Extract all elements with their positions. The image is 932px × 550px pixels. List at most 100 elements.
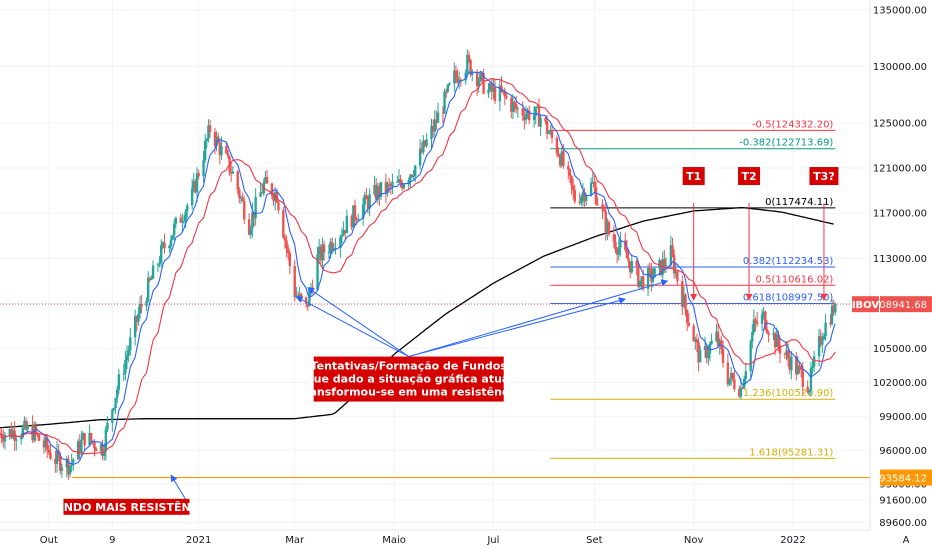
candle-body bbox=[537, 106, 541, 127]
candle-body bbox=[751, 332, 754, 342]
candle-body bbox=[8, 429, 11, 435]
candle-body bbox=[158, 263, 161, 265]
candle-body bbox=[103, 451, 106, 456]
candle-body bbox=[510, 98, 513, 112]
candle-body bbox=[467, 54, 471, 60]
candle-body bbox=[581, 192, 585, 197]
candle-body bbox=[352, 205, 355, 228]
candle-body bbox=[355, 219, 358, 221]
candle-body bbox=[36, 433, 39, 435]
candle-body bbox=[239, 197, 243, 199]
candle-body bbox=[448, 83, 451, 85]
candle-body bbox=[252, 212, 256, 219]
candle-body bbox=[433, 119, 436, 132]
candle-body bbox=[755, 321, 759, 324]
candle-body bbox=[205, 139, 209, 142]
candle-body bbox=[627, 258, 630, 262]
candle-body bbox=[238, 189, 241, 198]
candle-body bbox=[583, 192, 586, 202]
target-label: T1 bbox=[686, 170, 701, 183]
candle-body bbox=[664, 265, 668, 267]
candle-body bbox=[243, 200, 246, 220]
funds-box-line: Que dado a situação gráfica atual bbox=[304, 373, 513, 386]
candle-body bbox=[387, 183, 391, 185]
candle-body bbox=[137, 313, 140, 322]
candle-body bbox=[122, 373, 125, 375]
candle-body bbox=[459, 79, 463, 81]
candle-body bbox=[339, 236, 342, 249]
time-tick-label: 2022 bbox=[780, 535, 805, 546]
candle-body bbox=[798, 365, 801, 368]
candle-body bbox=[685, 309, 689, 323]
candle-body bbox=[151, 265, 155, 279]
candle-body bbox=[562, 151, 565, 166]
target-marker: T1 bbox=[682, 167, 705, 186]
candle-body bbox=[617, 247, 620, 255]
current-price-value: 108941.68 bbox=[873, 300, 927, 311]
funds-arrow bbox=[408, 279, 669, 358]
candle-body bbox=[384, 182, 388, 194]
candle-body bbox=[638, 280, 642, 287]
candle-body bbox=[762, 311, 765, 315]
candle-body bbox=[329, 241, 332, 253]
candle-body bbox=[386, 183, 389, 194]
fib-level-label: 0(117474.11) bbox=[765, 197, 833, 208]
candle-body bbox=[692, 325, 695, 342]
candle-body bbox=[114, 397, 117, 408]
price-tick-label: 96000.00 bbox=[879, 446, 927, 457]
candle-body bbox=[765, 328, 769, 333]
candle-body bbox=[733, 379, 736, 390]
time-tick-label: 9 bbox=[109, 535, 115, 546]
candle-body bbox=[694, 339, 697, 342]
candle-body bbox=[708, 343, 712, 354]
time-tick-label: 2021 bbox=[186, 535, 211, 546]
candle-body bbox=[567, 165, 570, 170]
candle-body bbox=[671, 245, 674, 256]
candle-body bbox=[754, 319, 757, 322]
candle-body bbox=[783, 353, 787, 355]
candle-body bbox=[135, 316, 138, 322]
price-axis[interactable]: 135000.00 130000.00 125000.00 121000.00 1170… bbox=[869, 0, 932, 530]
candle-body bbox=[591, 182, 594, 184]
candle-body bbox=[60, 467, 64, 471]
candle-body bbox=[184, 211, 187, 221]
candle-body bbox=[317, 247, 321, 255]
time-tick-label: Maio bbox=[382, 535, 406, 546]
candle-body bbox=[133, 316, 137, 338]
fib-level-label: 0.382(112234.53) bbox=[743, 256, 834, 267]
candle-body bbox=[625, 249, 629, 259]
candle-body bbox=[457, 79, 461, 83]
candle-body bbox=[571, 185, 575, 191]
candle-body bbox=[202, 160, 205, 177]
candle-body bbox=[179, 217, 182, 223]
candle-body bbox=[684, 294, 687, 310]
candle-body bbox=[819, 336, 822, 345]
candle-body bbox=[21, 427, 24, 438]
candle-body bbox=[601, 204, 604, 210]
candle-body bbox=[490, 83, 493, 92]
candle-body bbox=[330, 241, 334, 251]
candle-body bbox=[606, 222, 609, 232]
candle-body bbox=[249, 228, 252, 235]
candle-body bbox=[46, 438, 49, 450]
candle-body bbox=[414, 165, 417, 176]
time-axis[interactable]: Out 9 2021 Mar Maio Jul Set Nov 2022 A bbox=[0, 529, 932, 550]
candle-body bbox=[514, 103, 518, 110]
candle-body bbox=[532, 115, 536, 121]
candle-body bbox=[772, 333, 775, 335]
candle-body bbox=[161, 242, 165, 246]
candle-body bbox=[181, 221, 184, 223]
candle-body bbox=[658, 259, 661, 269]
candle-body bbox=[607, 222, 611, 235]
candle-body bbox=[453, 70, 456, 84]
candle-body bbox=[651, 277, 655, 282]
candle-body bbox=[23, 420, 26, 428]
candle-body bbox=[640, 276, 643, 281]
candle-body bbox=[300, 293, 303, 298]
candle-body bbox=[593, 182, 596, 188]
time-tick-label: Out bbox=[40, 535, 58, 546]
candle-body bbox=[368, 194, 371, 209]
current-price-tag bbox=[880, 296, 932, 313]
candle-body bbox=[435, 119, 438, 123]
